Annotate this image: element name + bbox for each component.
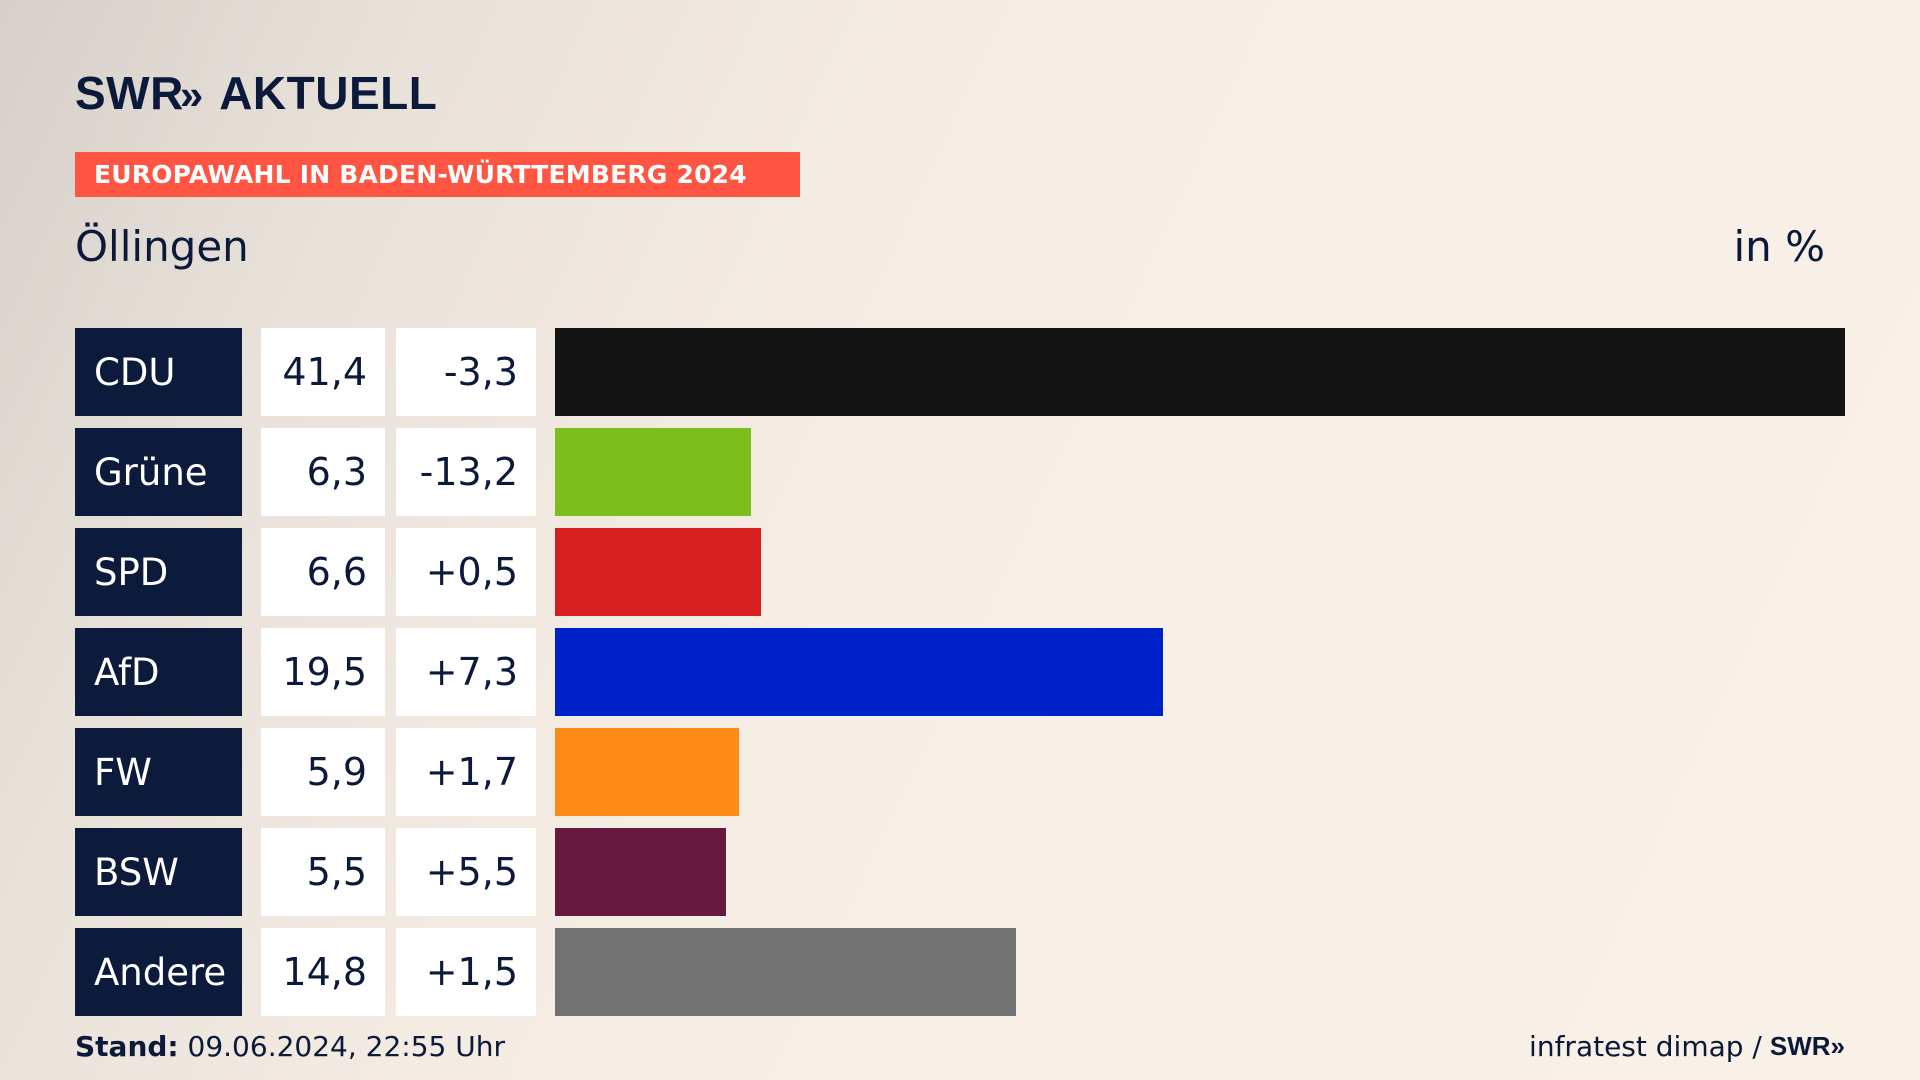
result-row-grüne: Grüne 6,3 -13,2 — [75, 428, 1845, 516]
vote-change-value: -3,3 — [396, 328, 536, 416]
swr-aktuell-logo: SWR» AKTUELL — [75, 67, 438, 119]
vote-change-value: +1,7 — [396, 728, 536, 816]
vote-change-value: +0,5 — [396, 528, 536, 616]
party-label: BSW — [75, 828, 242, 916]
timestamp: Stand: 09.06.2024, 22:55 Uhr — [75, 1030, 505, 1063]
result-bar — [555, 828, 726, 916]
vote-share-value: 5,9 — [261, 728, 385, 816]
party-label: CDU — [75, 328, 242, 416]
logo-name: AKTUELL — [219, 67, 438, 119]
party-label: FW — [75, 728, 242, 816]
source-text: infratest dimap / — [1529, 1030, 1762, 1063]
result-row-andere: Andere 14,8 +1,5 — [75, 928, 1845, 1016]
stand-label: Stand: — [75, 1030, 179, 1063]
party-label: SPD — [75, 528, 242, 616]
result-bar — [555, 628, 1163, 716]
result-row-bsw: BSW 5,5 +5,5 — [75, 828, 1845, 916]
logo-brand: SWR» — [75, 67, 203, 119]
vote-change-value: +7,3 — [396, 628, 536, 716]
result-bar — [555, 428, 751, 516]
result-row-cdu: CDU 41,4 -3,3 — [75, 328, 1845, 416]
stand-value: 09.06.2024, 22:55 Uhr — [187, 1030, 505, 1063]
vote-share-value: 6,3 — [261, 428, 385, 516]
vote-share-value: 5,5 — [261, 828, 385, 916]
result-bar — [555, 528, 761, 616]
vote-share-value: 14,8 — [261, 928, 385, 1016]
source-credit: infratest dimap / SWR» — [1529, 1030, 1845, 1063]
vote-share-value: 19,5 — [261, 628, 385, 716]
party-label: AfD — [75, 628, 242, 716]
vote-share-value: 41,4 — [261, 328, 385, 416]
logo-chevron-icon: » — [179, 71, 203, 118]
vote-share-value: 6,6 — [261, 528, 385, 616]
vote-change-value: +1,5 — [396, 928, 536, 1016]
election-banner: EUROPAWAHL IN BADEN-WÜRTTEMBERG 2024 — [75, 152, 800, 197]
result-row-afd: AfD 19,5 +7,3 — [75, 628, 1845, 716]
vote-change-value: -13,2 — [396, 428, 536, 516]
vote-change-value: +5,5 — [396, 828, 536, 916]
party-label: Grüne — [75, 428, 242, 516]
result-row-spd: SPD 6,6 +0,5 — [75, 528, 1845, 616]
result-bar — [555, 328, 1845, 416]
result-bar — [555, 728, 739, 816]
place-title: Öllingen — [75, 222, 249, 271]
result-row-fw: FW 5,9 +1,7 — [75, 728, 1845, 816]
party-label: Andere — [75, 928, 242, 1016]
swr-mini-logo: SWR» — [1769, 1031, 1845, 1061]
unit-label: in % — [1733, 222, 1825, 271]
result-bar — [555, 928, 1016, 1016]
